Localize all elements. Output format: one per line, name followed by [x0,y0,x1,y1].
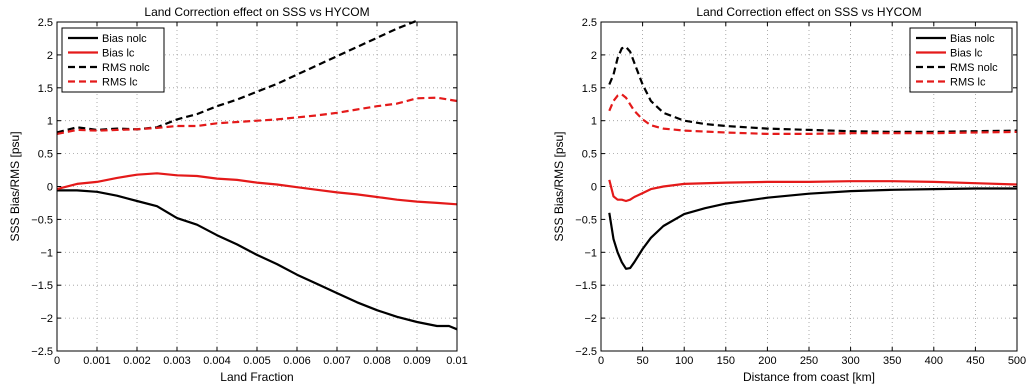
x-tick-label: 0 [54,355,60,367]
y-tick-label: 1 [591,116,597,128]
series-line-rms-nolc [608,45,1018,133]
x-tick-label: 0.004 [203,355,231,367]
x-axis-label: Land Fraction [220,370,293,384]
chart-title: Land Correction effect on SSS vs HYCOM [144,5,369,19]
y-tick-label: 0.5 [582,149,597,161]
legend-label: RMS lc [102,77,138,89]
y-axis-label: SSS Bias/RMS [psu] [8,131,22,241]
legend-label: Bias lc [950,48,983,60]
y-tick-label: −2.5 [31,346,53,358]
x-axis-label: Distance from coast [km] [743,370,875,384]
legend: Bias nolc Bias lc RMS nolc RMS lc [61,27,165,93]
x-tick-label: 100 [675,355,693,367]
series-line-rms-lc [608,93,1018,135]
series-group [56,19,458,331]
x-tick-label: 0.01 [446,355,467,367]
y-tick-label: 2 [591,50,597,62]
x-tick-label: 0.003 [163,355,191,367]
series-line-rms-nolc [56,19,418,134]
legend-label: Bias nolc [102,33,147,45]
series-line-bias-nolc [608,187,1017,270]
y-tick-label: −2 [40,313,53,325]
x-tick-label: 350 [883,355,901,367]
y-tick-label: 2.5 [38,17,53,29]
grid [57,22,457,351]
legend-label: Bias nolc [950,33,995,45]
series-line-bias-nolc [57,189,458,331]
series-line-bias-lc [608,179,1018,203]
y-tick-label: −2.5 [575,346,597,358]
legend-label: Bias lc [102,48,135,60]
series-line-rms-lc [56,96,458,135]
y-tick-label: −1.5 [575,280,597,292]
chart-1: 0 0.001 0.002 0.003 0.004 0.005 0.006 0.007 0.00… [8,5,468,384]
x-axis: 0 0.001 0.002 0.003 0.004 0.005 0.006 0.007 0.00… [54,22,468,367]
legend-label: RMS nolc [950,62,998,74]
y-tick-label: −1.5 [31,280,53,292]
y-tick-label: −0.5 [31,214,53,226]
y-tick-label: −1 [40,247,53,259]
y-tick-label: 2 [47,50,53,62]
x-axis: 0 50 100 150 200 250 300 350 400 450 500 [598,22,1026,367]
legend-label: RMS lc [950,77,986,89]
y-tick-label: −1 [584,247,597,259]
y-tick-label: −0.5 [575,214,597,226]
x-tick-label: 0.001 [83,355,111,367]
grid [601,22,1017,351]
y-axis: −2.5 −2 −1.5 −1 −0.5 0 0.5 1 1.5 2 2.5 [575,17,1017,358]
x-tick-label: 0.009 [403,355,431,367]
x-tick-label: 400 [925,355,943,367]
x-tick-label: 0.008 [363,355,391,367]
x-tick-label: 450 [966,355,984,367]
x-tick-label: 0.005 [243,355,271,367]
legend: Bias nolc Bias lc RMS nolc RMS lc [909,27,1013,93]
x-tick-label: 150 [717,355,735,367]
y-tick-label: 2.5 [582,17,597,29]
x-tick-label: 200 [758,355,776,367]
x-tick-label: 50 [636,355,648,367]
chart-2: 0 50 100 150 200 250 300 350 400 450 500 −2.5 −2 −1.5… [552,5,1026,384]
y-tick-label: 0 [591,182,597,194]
x-tick-label: 500 [1008,355,1026,367]
x-tick-label: 0 [598,355,604,367]
x-tick-label: 300 [841,355,859,367]
series-group [608,45,1018,270]
y-tick-label: 0.5 [38,149,53,161]
y-tick-label: 1.5 [582,83,597,95]
y-tick-label: 1.5 [38,83,53,95]
x-tick-label: 0.006 [283,355,311,367]
x-tick-label: 250 [800,355,818,367]
x-tick-label: 0.002 [123,355,151,367]
y-axis-label: SSS Bias/RMS [psu] [552,131,566,241]
chart-title: Land Correction effect on SSS vs HYCOM [696,5,921,19]
y-tick-label: −2 [584,313,597,325]
legend-label: RMS nolc [102,62,150,74]
x-tick-label: 0.007 [323,355,351,367]
y-tick-label: 0 [47,182,53,194]
y-tick-label: 1 [47,116,53,128]
y-axis: −2.5 −2 −1.5 −1 −0.5 0 0.5 1 1.5 2 2.5 [31,17,457,358]
series-line-bias-lc [56,172,458,206]
